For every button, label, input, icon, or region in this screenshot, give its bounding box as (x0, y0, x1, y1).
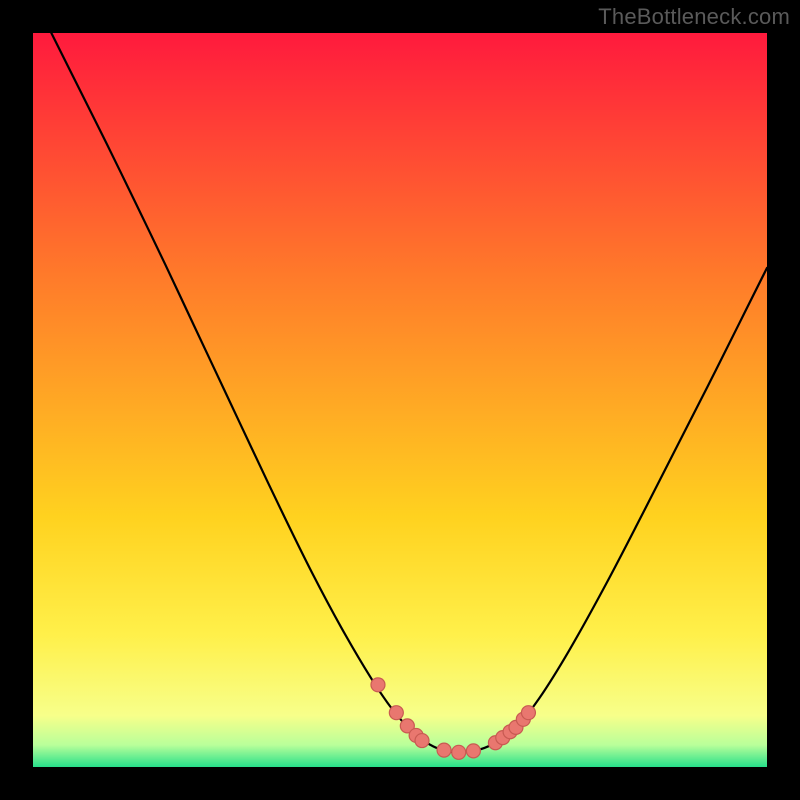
chart-svg (33, 33, 767, 767)
data-marker (452, 745, 466, 759)
data-marker (521, 706, 535, 720)
bottleneck-curve (51, 33, 767, 752)
plot-area (33, 33, 767, 767)
data-marker (371, 678, 385, 692)
watermark-text: TheBottleneck.com (598, 4, 790, 30)
data-marker (389, 706, 403, 720)
data-marker (437, 743, 451, 757)
data-marker (415, 734, 429, 748)
data-marker (466, 744, 480, 758)
chart-root: TheBottleneck.com (0, 0, 800, 800)
